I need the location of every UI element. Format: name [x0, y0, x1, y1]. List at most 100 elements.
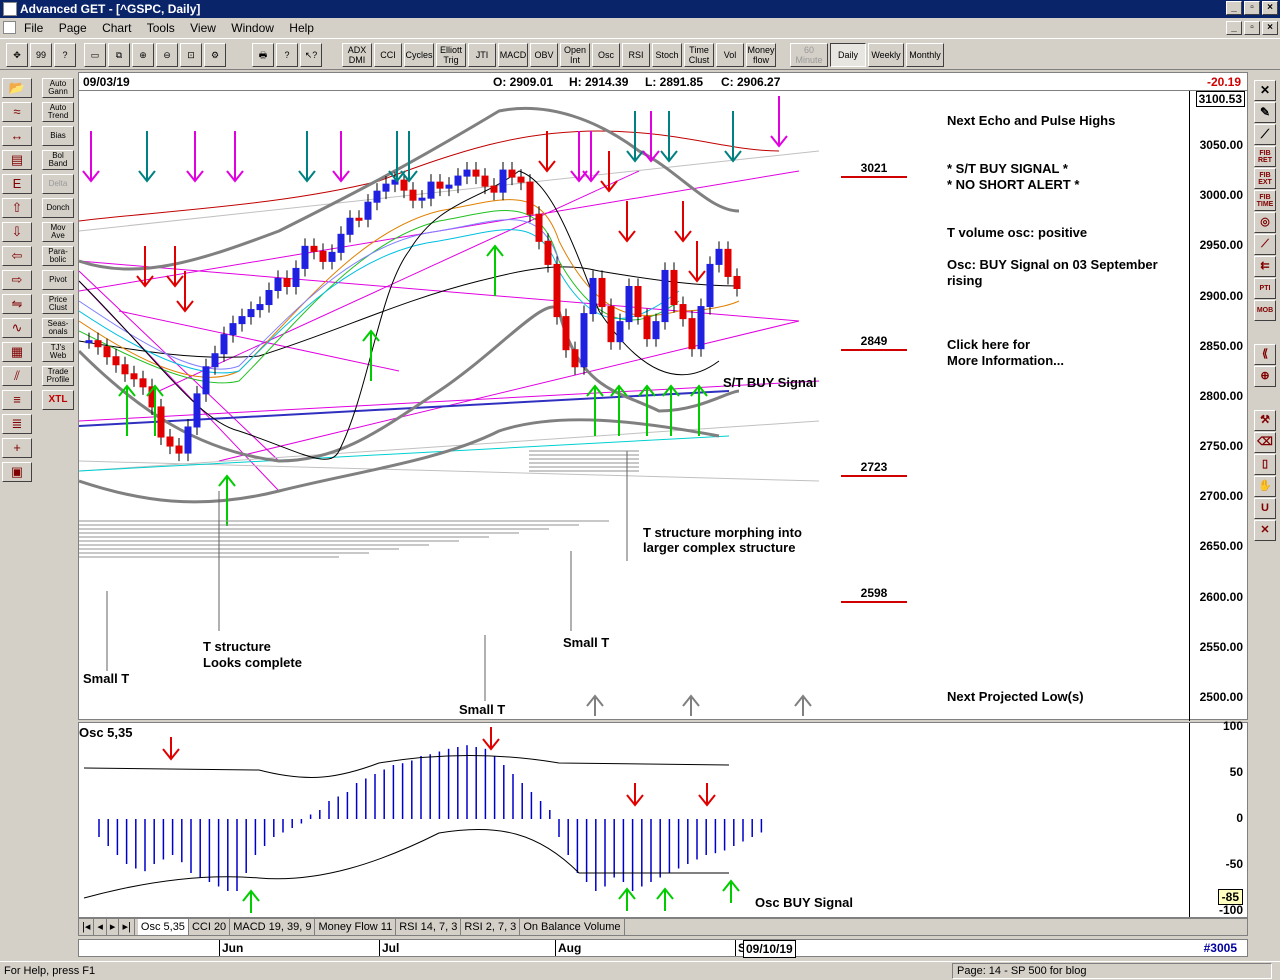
tool-bias[interactable]: Bias — [42, 126, 74, 146]
pencil-icon[interactable]: ✎ — [1254, 102, 1276, 123]
hand-icon[interactable]: ✋ — [1254, 476, 1276, 497]
context-help-icon[interactable]: ↖? — [300, 43, 322, 67]
more-info-link-2[interactable]: More Information... — [947, 353, 1064, 368]
right-tool-2[interactable]: FIB TIME — [1254, 190, 1276, 211]
menu-page[interactable]: Page — [58, 21, 87, 35]
paste-icon[interactable]: ⊡ — [180, 43, 202, 67]
mdi-minimize-button[interactable]: _ — [1226, 21, 1242, 35]
document-icon[interactable] — [3, 21, 16, 34]
tool-tjsweb[interactable]: TJ's Web — [42, 342, 74, 362]
swing-icon[interactable]: ∿ — [2, 318, 32, 338]
arrow-left-icon[interactable]: ⇦ — [2, 246, 32, 266]
reset-icon[interactable]: ↔ — [2, 126, 32, 146]
menu-chart[interactable]: Chart — [102, 21, 132, 35]
fib-fan-icon[interactable]: ⟋ — [1254, 234, 1276, 255]
right-tool-1[interactable]: FIB EXT — [1254, 168, 1276, 189]
elliott-icon[interactable]: E — [2, 174, 32, 194]
fib-icon[interactable]: ≣ — [2, 414, 32, 434]
help-pointer-icon[interactable]: ? — [54, 43, 76, 67]
indicator-button-9[interactable]: RSI — [622, 43, 650, 67]
settings-icon[interactable]: ⚙ — [204, 43, 226, 67]
mdi-restore-button[interactable]: ▫ — [1244, 21, 1260, 35]
crosshair-icon[interactable]: ✥ — [6, 43, 28, 67]
indicator-button-12[interactable]: Vol — [716, 43, 744, 67]
more-info-link[interactable]: Click here for — [947, 337, 1031, 352]
zoom-icon[interactable]: ⊕ — [1254, 366, 1276, 387]
menu-window[interactable]: Window — [231, 21, 274, 35]
tab-scroll-fwd[interactable]: ▸ — [107, 919, 120, 935]
tool-delta[interactable]: Delta — [42, 174, 74, 194]
swap-icon[interactable]: ⇋ — [2, 294, 32, 314]
gann-icon[interactable]: ≈ — [2, 102, 32, 122]
ruler-icon[interactable]: ⟋ — [1254, 124, 1276, 145]
folder-icon[interactable]: 📂 — [2, 78, 32, 98]
period-button-0[interactable]: 60 Minute — [790, 43, 828, 67]
quote-icon[interactable]: 99 — [30, 43, 52, 67]
menu-help[interactable]: Help — [289, 21, 314, 35]
grid-icon[interactable]: ▦ — [2, 342, 32, 362]
tab-obv[interactable]: On Balance Volume — [520, 919, 625, 935]
page-icon[interactable]: ▯ — [1254, 454, 1276, 475]
indicator-button-5[interactable]: MACD — [498, 43, 528, 67]
tab-scroll-left[interactable]: |◂ — [79, 919, 95, 935]
x-icon[interactable]: ✕ — [1254, 520, 1276, 541]
indicator-button-10[interactable]: Stoch — [652, 43, 682, 67]
right-tool-0[interactable]: FIB RET — [1254, 146, 1276, 167]
tool-xtl[interactable]: XTL — [42, 390, 74, 410]
indicator-button-4[interactable]: JTI — [468, 43, 496, 67]
period-button-3[interactable]: Monthly — [906, 43, 944, 67]
price-plot[interactable] — [79, 91, 1189, 721]
arrow-right-icon[interactable]: ⇨ — [2, 270, 32, 290]
right-tool-5[interactable]: MOB — [1254, 300, 1276, 321]
tab-cci[interactable]: CCI 20 — [189, 919, 231, 935]
zoom-out-icon[interactable]: ⊖ — [156, 43, 178, 67]
indicator-button-3[interactable]: Elliott Trig — [436, 43, 466, 67]
arrow-down-icon[interactable]: ⇩ — [2, 222, 32, 242]
indicator-button-7[interactable]: Open Int — [560, 43, 590, 67]
magnifier-icon[interactable]: ⟪ — [1254, 344, 1276, 365]
help-icon[interactable]: ? — [276, 43, 298, 67]
oscillator-window[interactable]: Osc 5,35 Osc BUY Signal 100 50 0 -50 -85 -100 — [78, 719, 1248, 918]
tab-scroll-back[interactable]: ◂ — [94, 919, 107, 935]
tab-osc[interactable]: Osc 5,35 — [137, 919, 189, 935]
table-icon[interactable]: ▣ — [2, 462, 32, 482]
copy-icon[interactable]: ⧉ — [108, 43, 130, 67]
zoom-in-icon[interactable]: ⊕ — [132, 43, 154, 67]
indicator-button-0[interactable]: ADX DMI — [342, 43, 372, 67]
tool-parabolic[interactable]: Para- bolic — [42, 246, 74, 266]
indicator-button-11[interactable]: Time Clust — [684, 43, 714, 67]
eraser-icon[interactable]: ⌫ — [1254, 432, 1276, 453]
fib-circle-icon[interactable]: ◎ — [1254, 212, 1276, 233]
hammer-icon[interactable]: ⚒ — [1254, 410, 1276, 431]
arrow-icon[interactable]: ⇇ — [1254, 256, 1276, 277]
tool-bolband[interactable]: Bol Band — [42, 150, 74, 170]
indicator-button-13[interactable]: Money flow — [746, 43, 776, 67]
tool-donch[interactable]: Donch — [42, 198, 74, 218]
new-icon[interactable]: ▭ — [84, 43, 106, 67]
indicator-button-1[interactable]: CCI — [374, 43, 402, 67]
indicator-button-8[interactable]: Osc — [592, 43, 620, 67]
tool-seasonals[interactable]: Seas- onals — [42, 318, 74, 338]
tool-tradeprofile[interactable]: Trade Profile — [42, 366, 74, 386]
magnet-icon[interactable]: U — [1254, 498, 1276, 519]
tool-priceclust[interactable]: Price Clust — [42, 294, 74, 314]
restore-button[interactable]: ▫ — [1244, 1, 1260, 15]
period-button-1[interactable]: Daily — [830, 43, 866, 67]
gann-lines-icon[interactable]: ≡ — [2, 390, 32, 410]
arrow-up-icon[interactable]: ⇧ — [2, 198, 32, 218]
indicator-button-2[interactable]: Cycles — [404, 43, 434, 67]
right-tool-4[interactable]: PTI — [1254, 278, 1276, 299]
tab-rsi-14[interactable]: RSI 14, 7, 3 — [396, 919, 462, 935]
cross-icon[interactable]: + — [2, 438, 32, 458]
tab-macd[interactable]: MACD 19, 39, 9 — [230, 919, 316, 935]
close-icon[interactable]: ✕ — [1254, 80, 1276, 101]
period-button-2[interactable]: Weekly — [868, 43, 904, 67]
print-icon[interactable]: 🖶 — [252, 43, 274, 67]
tool-movave[interactable]: Mov Ave — [42, 222, 74, 242]
tab-money-flow[interactable]: Money Flow 11 — [315, 919, 397, 935]
tool-pivot[interactable]: Pivot — [42, 270, 74, 290]
menu-view[interactable]: View — [190, 21, 216, 35]
oscillator-plot[interactable] — [79, 723, 1189, 917]
tool-autotrend[interactable]: Auto Trend — [42, 102, 74, 122]
tab-rsi-2[interactable]: RSI 2, 7, 3 — [461, 919, 521, 935]
